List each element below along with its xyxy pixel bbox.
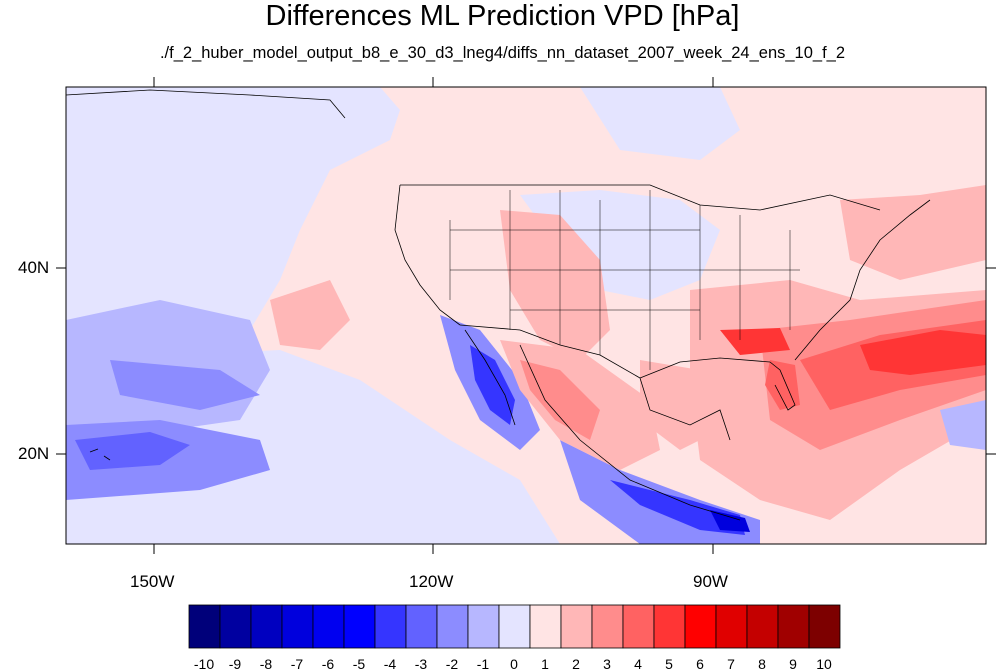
- coastlines-and-borders: [66, 89, 931, 521]
- colorbar-cell: [405, 604, 438, 649]
- colorbar-tick-label: 4: [634, 656, 642, 672]
- colorbar-cell: [312, 604, 345, 649]
- east-coast: [794, 199, 931, 361]
- hawaii-dark-band: [75, 432, 190, 470]
- western-us-pink: [500, 210, 610, 360]
- lat-label-20n: 20N: [18, 444, 50, 463]
- mexico-coast-darkest: [710, 510, 750, 532]
- colorbar-tick-label: 9: [789, 656, 797, 672]
- pacific-light-blue-region: [66, 87, 400, 360]
- mid-pacific-blue: [110, 360, 260, 410]
- alaska-coast: [66, 89, 346, 119]
- colorbar-cell: [498, 604, 531, 649]
- colorbar-cell: [188, 604, 221, 649]
- mexico-interior-red: [520, 360, 600, 440]
- central-plains-light-blue: [520, 190, 720, 300]
- colorbar-tick-label: 3: [603, 656, 611, 672]
- colorbar-tick-label: -7: [290, 656, 304, 672]
- lon-label-90w: 90W: [693, 572, 728, 591]
- baja-peninsula: [464, 329, 516, 426]
- colorbar-tick-label: -9: [228, 656, 242, 672]
- colorbar-cell: [467, 604, 500, 649]
- colorbar: [188, 604, 841, 649]
- hawaii-islands: [89, 448, 111, 461]
- yucatan-coast: [639, 377, 731, 441]
- atlantic-core-red: [860, 330, 986, 375]
- florida-coast: [769, 361, 796, 411]
- colorbar-tick-label: -2: [445, 656, 459, 672]
- colorbar-cell: [343, 604, 376, 649]
- mexico-west-coast: [519, 344, 741, 521]
- colorbar-tick-label: 10: [816, 656, 832, 672]
- colorbar-cell: [684, 604, 717, 649]
- axis-ticks: [56, 77, 996, 554]
- colorbar-tick-label: 0: [510, 656, 518, 672]
- colorbar-tick-label: 6: [696, 656, 704, 672]
- colorbar-tick-label: -6: [321, 656, 335, 672]
- colorbar-tick-label: -4: [383, 656, 397, 672]
- colorbar-tick-label: -1: [476, 656, 490, 672]
- us-west-coast: [394, 184, 461, 326]
- map-plot-area: [66, 87, 986, 544]
- colorbar-cell: [219, 604, 252, 649]
- colorbar-tick-label: -8: [259, 656, 273, 672]
- colorbar-tick-label: 8: [758, 656, 766, 672]
- central-pacific-pink: [270, 280, 350, 350]
- colorbar-cell: [374, 604, 407, 649]
- colorbar-tick-label: 1: [541, 656, 549, 672]
- colorbar-cell: [250, 604, 283, 649]
- east-light-blue-patch: [940, 400, 986, 450]
- map-subtitle: ./f_2_huber_model_output_b8_e_30_d3_lneg…: [159, 44, 846, 62]
- colorbar-tick-label: 2: [572, 656, 580, 672]
- colorbar-cell: [777, 604, 810, 649]
- hudson-light-blue: [580, 87, 740, 160]
- colorbar-cell: [622, 604, 655, 649]
- canada-border: [400, 184, 881, 211]
- colorbar-tick-label: 7: [727, 656, 735, 672]
- colorbar-tick-label: 5: [665, 656, 673, 672]
- georgia-red: [720, 328, 790, 355]
- mexico-coast-dark: [610, 480, 745, 535]
- colorbar-cell: [560, 604, 593, 649]
- state-lines: [449, 190, 800, 370]
- lon-label-120w: 120W: [409, 572, 454, 591]
- lat-label-40n: 40N: [18, 258, 50, 277]
- colorbar-cell: [746, 604, 779, 649]
- colorbar-tick-label: -10: [193, 656, 215, 672]
- gulf-pink: [640, 360, 720, 450]
- colorbar-cell: [808, 604, 841, 649]
- plot-frame: [65, 86, 987, 545]
- colorbar-cell: [715, 604, 748, 649]
- colorbar-cell: [653, 604, 686, 649]
- colorbar-tick-label: -5: [352, 656, 366, 672]
- colorbar-tick-label: -3: [414, 656, 428, 672]
- florida-red: [765, 360, 800, 410]
- colorbar-cell: [281, 604, 314, 649]
- colorbar-cell: [529, 604, 562, 649]
- lon-label-150w: 150W: [130, 572, 175, 591]
- map-title: Differences ML Prediction VPD [hPa]: [265, 0, 740, 32]
- colorbar-cell: [591, 604, 624, 649]
- gulf-coast: [639, 357, 771, 379]
- colorbar-cell: [436, 604, 469, 649]
- baja-coast-dark: [470, 345, 515, 425]
